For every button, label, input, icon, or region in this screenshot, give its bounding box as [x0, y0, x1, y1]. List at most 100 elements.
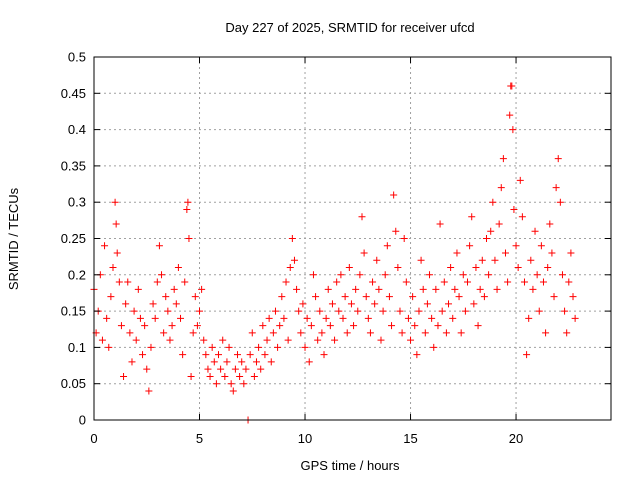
data-point [474, 322, 482, 330]
data-point [466, 242, 474, 250]
data-point [388, 322, 396, 330]
data-point [453, 249, 461, 257]
data-point [571, 314, 579, 322]
data-point [158, 271, 166, 279]
data-point [409, 293, 417, 301]
data-point [383, 242, 391, 250]
data-point [185, 235, 193, 242]
data-point [303, 314, 311, 322]
data-point [326, 322, 334, 330]
data-point [130, 307, 138, 315]
data-point [198, 285, 206, 293]
data-point [440, 278, 448, 286]
data-point [145, 387, 153, 395]
data-point [280, 314, 288, 322]
data-point [242, 365, 250, 373]
data-point [187, 372, 195, 380]
data-point [164, 307, 172, 315]
data-point [126, 329, 134, 337]
data-point [309, 271, 317, 279]
data-point [369, 278, 377, 286]
data-point [248, 329, 256, 337]
chart-title: Day 227 of 2025, SRMTID for receiver ufc… [225, 20, 474, 35]
data-point [364, 314, 372, 322]
data-point [202, 351, 210, 359]
data-point [375, 285, 383, 293]
data-point [274, 343, 282, 351]
data-point [478, 256, 486, 264]
data-point [417, 256, 425, 264]
plot-frame [93, 56, 612, 421]
data-point [295, 307, 303, 315]
data-point [191, 293, 199, 301]
data-point [181, 278, 189, 286]
data-point [396, 307, 404, 315]
data-point [109, 264, 117, 272]
y-tick-label: 0.1 [68, 340, 86, 355]
data-point [246, 351, 254, 359]
data-point [411, 322, 419, 330]
y-axis-label: SRMTID / TECUs [6, 187, 21, 290]
data-point [491, 256, 499, 264]
data-point [252, 358, 260, 366]
data-point [170, 285, 178, 293]
data-point [468, 213, 476, 221]
data-point [240, 380, 248, 388]
data-point [381, 271, 389, 279]
data-point [438, 307, 446, 315]
data-point [221, 372, 229, 380]
data-point [472, 264, 480, 272]
data-point [402, 278, 410, 286]
data-point [101, 242, 109, 250]
data-point [514, 264, 522, 272]
data-point [136, 314, 144, 322]
data-point [518, 213, 526, 221]
data-point [516, 176, 524, 184]
data-point [147, 343, 155, 351]
data-point [565, 278, 573, 286]
data-point [480, 293, 488, 301]
data-point [196, 307, 204, 315]
data-point [400, 235, 408, 242]
data-point [122, 300, 130, 308]
data-point [434, 322, 442, 330]
data-point [290, 256, 298, 264]
data-point [215, 351, 223, 359]
data-point [531, 227, 539, 235]
data-point [301, 343, 309, 351]
data-point [567, 249, 575, 257]
data-point [210, 358, 218, 366]
data-point [162, 293, 170, 301]
data-point [544, 264, 552, 272]
data-point [223, 358, 231, 366]
data-point [265, 314, 273, 322]
data-point [261, 351, 269, 359]
data-point [333, 278, 341, 286]
data-point [495, 220, 503, 228]
data-point [392, 227, 400, 235]
data-point [569, 293, 577, 301]
data-point [548, 249, 556, 257]
data-point [390, 191, 398, 199]
data-point [510, 205, 518, 213]
data-point [117, 322, 125, 330]
y-tick-label: 0.3 [68, 195, 86, 210]
data-point [124, 278, 132, 286]
data-point [263, 336, 271, 344]
data-point [499, 155, 507, 163]
data-point [366, 329, 374, 337]
data-point [299, 300, 307, 308]
data-point [132, 336, 140, 344]
data-point [208, 343, 216, 351]
data-point [128, 358, 136, 366]
data-point [537, 242, 545, 250]
data-point [335, 307, 343, 315]
data-point [200, 336, 208, 344]
data-point [297, 329, 305, 337]
data-point [293, 285, 301, 293]
x-axis-label: GPS time / hours [301, 458, 400, 473]
y-tick-label: 0.05 [61, 376, 86, 391]
data-point [331, 336, 339, 344]
data-point [193, 322, 201, 330]
